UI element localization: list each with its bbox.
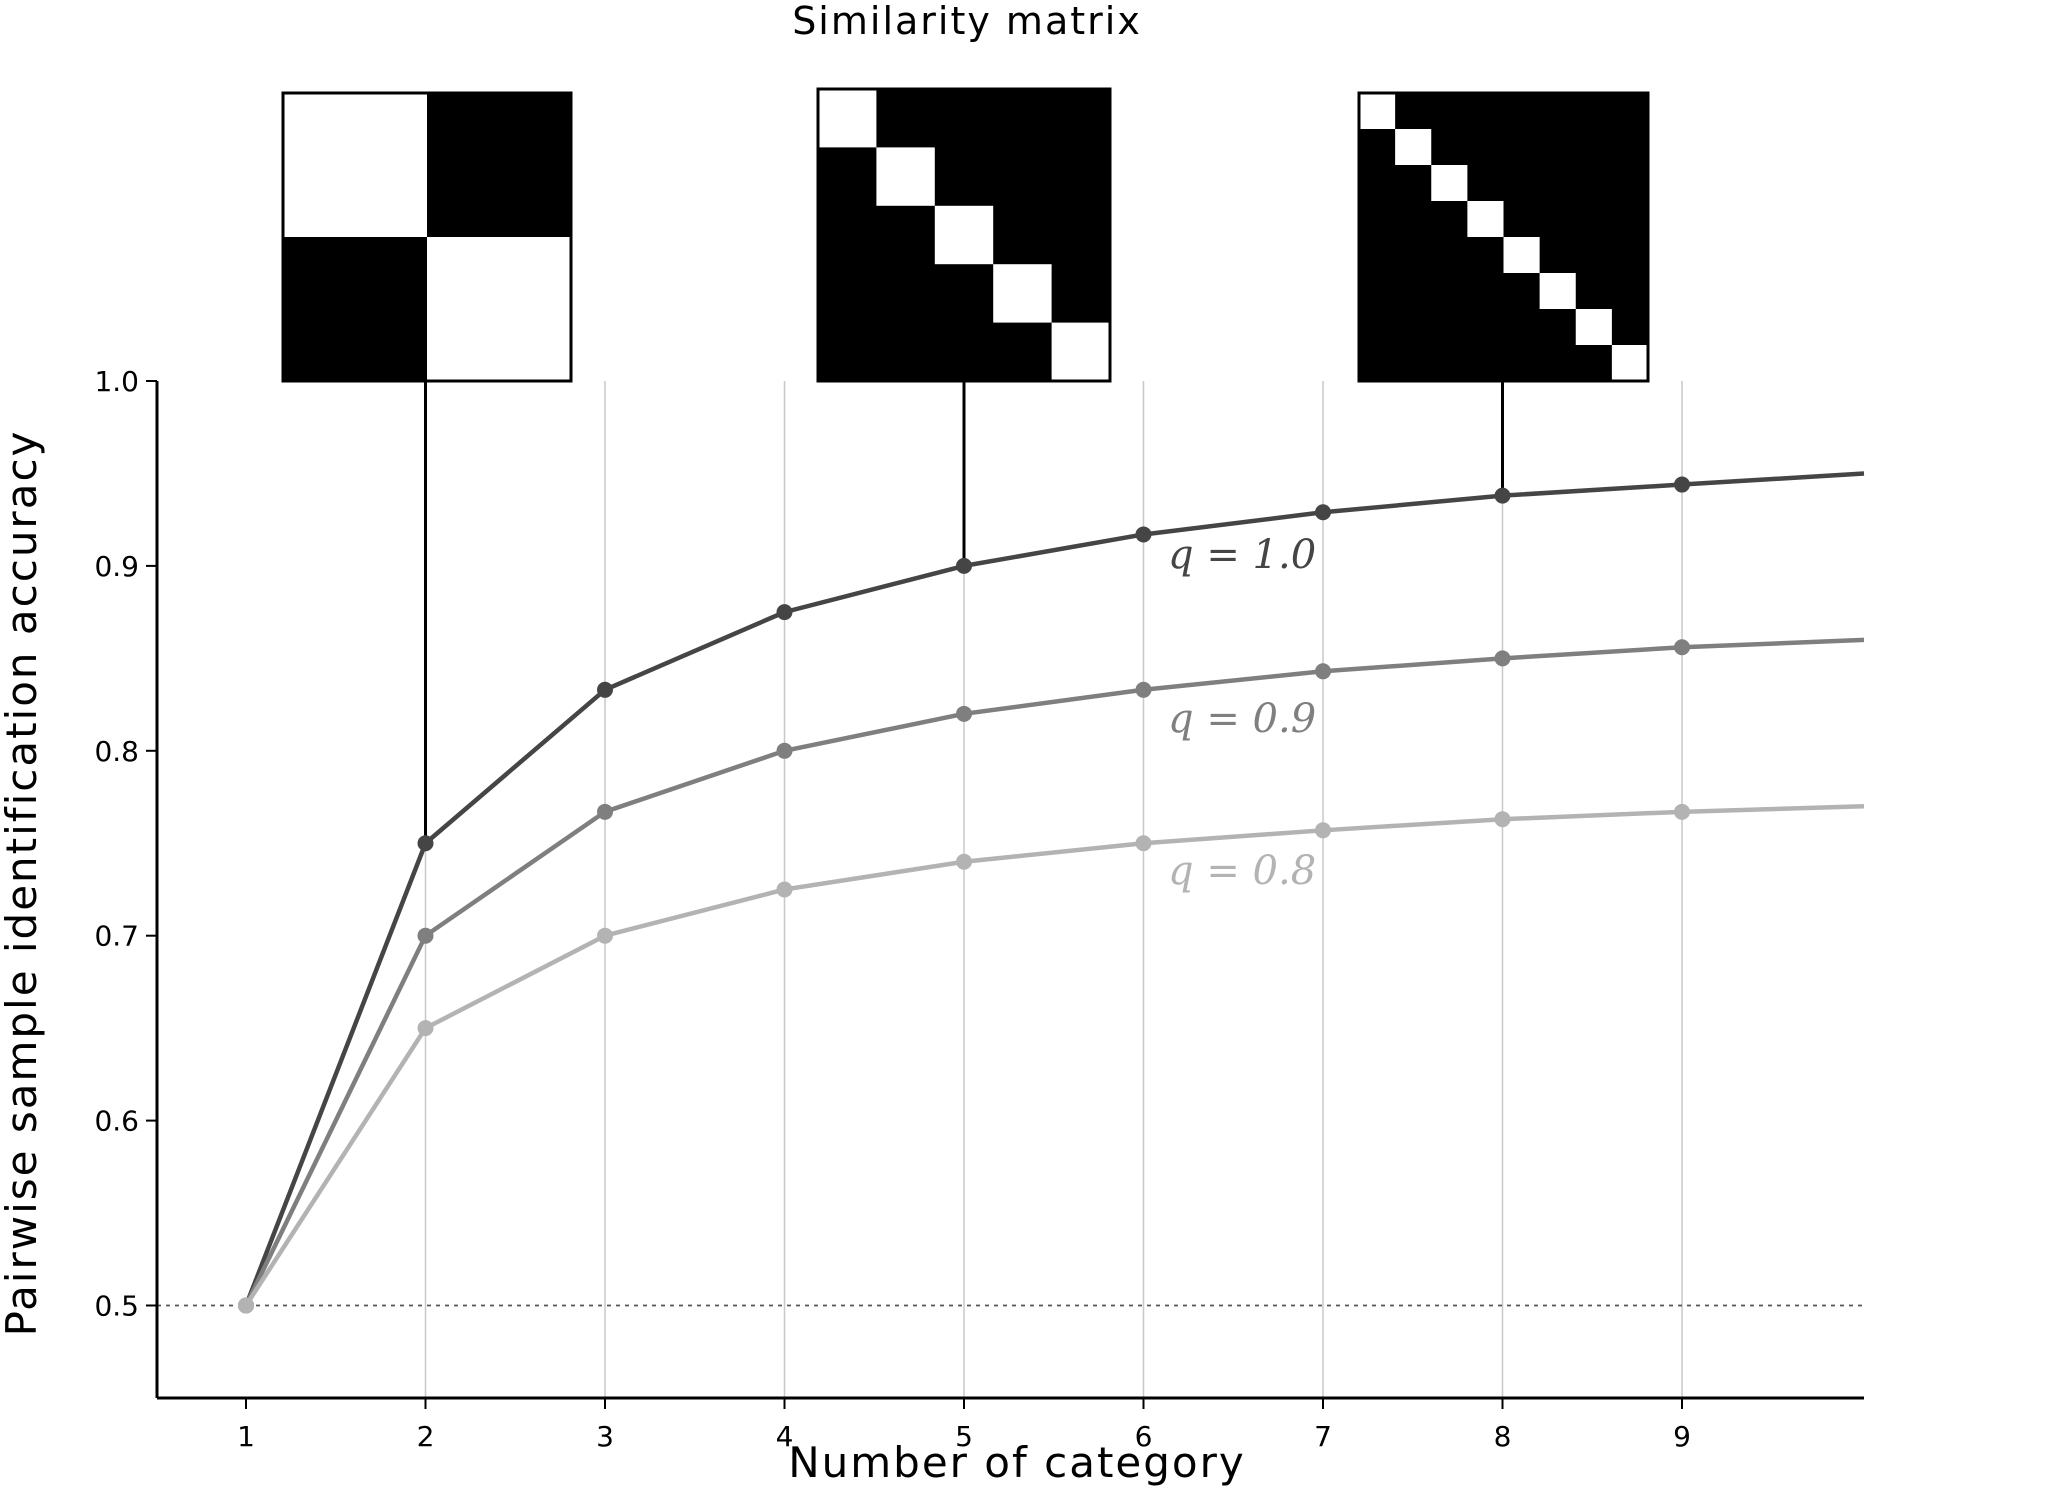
data-point-s1-x9 (1674, 476, 1690, 493)
x-tick-label-5: 5 (955, 1420, 973, 1453)
series-line-1 (243, 471, 1865, 1307)
data-point-s1-x4 (776, 604, 793, 621)
data-point-s1-x7 (1315, 504, 1331, 521)
matrix-border-5 (816, 87, 1112, 383)
y-tick-label-0.8: 0.8 (94, 735, 139, 768)
x-tick-label-9: 9 (1673, 1420, 1691, 1453)
data-point-s3-x9 (1674, 803, 1690, 820)
y-tick-label-0.6: 0.6 (94, 1105, 139, 1138)
data-point-s2-x9 (1674, 639, 1690, 656)
grid-lines (424, 381, 1683, 1398)
data-point-s3-x4 (776, 881, 793, 898)
series-line-2 (243, 637, 1865, 1307)
matrix-diag-cell-8-3 (1431, 165, 1468, 201)
data-point-s3-x1 (238, 1297, 254, 1314)
series-label-1: q = 1.0 (1168, 532, 1316, 578)
data-point-s2-x3 (597, 803, 613, 820)
matrix-diag-cell-5-2 (876, 147, 935, 206)
data-point-s1-x8 (1494, 487, 1511, 504)
labels: Similarity matrix Number of category Pai… (0, 0, 1316, 1486)
y-tick-label-0.9: 0.9 (94, 550, 139, 583)
matrix-diag-cell-8-5 (1503, 237, 1540, 273)
data-point-s2-x8 (1494, 650, 1511, 667)
similarity-matrix-2 (281, 91, 573, 383)
data-point-s2-x5 (956, 705, 972, 722)
series-1 (238, 471, 1865, 1314)
x-tick-label-1: 1 (237, 1420, 255, 1453)
data-point-s3-x6 (1135, 835, 1152, 852)
series-group (238, 471, 1865, 1314)
y-tick-label-0.7: 0.7 (94, 920, 139, 953)
matrix-diag-cell-8-6 (1539, 273, 1576, 309)
matrix-diag-cell-8-2 (1395, 129, 1432, 165)
data-point-s3-x7 (1315, 822, 1331, 839)
series-label-2: q = 0.9 (1168, 696, 1316, 742)
data-point-s3-x3 (597, 927, 613, 944)
data-point-s3-x2 (417, 1020, 434, 1037)
data-point-s1-x6 (1135, 526, 1152, 543)
matrix-diag-cell-5-5 (1051, 322, 1110, 381)
matrix-diag-cell-5-4 (993, 264, 1052, 323)
x-tick-label-2: 2 (417, 1420, 435, 1453)
matrix-diag-cell-8-8 (1611, 345, 1648, 381)
x-tick-label-6: 6 (1135, 1420, 1153, 1453)
data-point-s3-x5 (956, 853, 972, 870)
data-point-s1-x5 (956, 557, 972, 574)
matrix-diag-cell-5-3 (934, 205, 994, 265)
series-2 (238, 637, 1865, 1314)
series-line-3 (244, 804, 1865, 1307)
data-point-s2-x7 (1315, 663, 1331, 680)
x-tick-label-3: 3 (596, 1420, 614, 1453)
y-axis-title: Pairwise sample identification accuracy (0, 430, 46, 1337)
matrix-diag-cell-2-1 (283, 93, 427, 237)
matrix-diag-cell-5-1 (818, 89, 877, 148)
x-tick-label-8: 8 (1494, 1420, 1512, 1453)
x-tick-label-4: 4 (776, 1420, 794, 1453)
matrix-border-2 (281, 91, 573, 383)
inset-title: Similarity matrix (792, 0, 1142, 43)
data-point-s1-x2 (417, 835, 434, 852)
y-tick-label-1.0: 1.0 (94, 365, 139, 398)
similarity-matrix-8 (1357, 91, 1650, 383)
similarity-matrices (281, 87, 1650, 383)
data-point-s2-x4 (776, 742, 793, 759)
inset-connectors (424, 381, 1504, 844)
data-point-s1-x3 (597, 681, 613, 698)
data-point-s3-x8 (1494, 811, 1511, 828)
y-tick-label-0.5: 0.5 (94, 1290, 139, 1323)
x-tick-label-7: 7 (1314, 1420, 1332, 1453)
series-label-3: q = 0.8 (1168, 848, 1316, 894)
matrix-diag-cell-8-4 (1467, 201, 1504, 237)
matrix-diag-cell-8-7 (1575, 309, 1612, 345)
similarity-matrix-5 (816, 87, 1112, 383)
data-point-s2-x6 (1135, 681, 1152, 698)
matrix-border-8 (1357, 91, 1650, 383)
x-axis-title: Number of category (788, 1438, 1246, 1486)
matrix-diag-cell-2-2 (427, 237, 571, 381)
data-point-s2-x2 (417, 927, 434, 944)
matrix-diag-cell-8-1 (1359, 93, 1396, 129)
series-3 (238, 803, 1865, 1314)
axes: 1 2 3 4 5 6 7 8 9 0.5 0.6 0.7 0.8 0.9 1.0 (94, 365, 1864, 1453)
